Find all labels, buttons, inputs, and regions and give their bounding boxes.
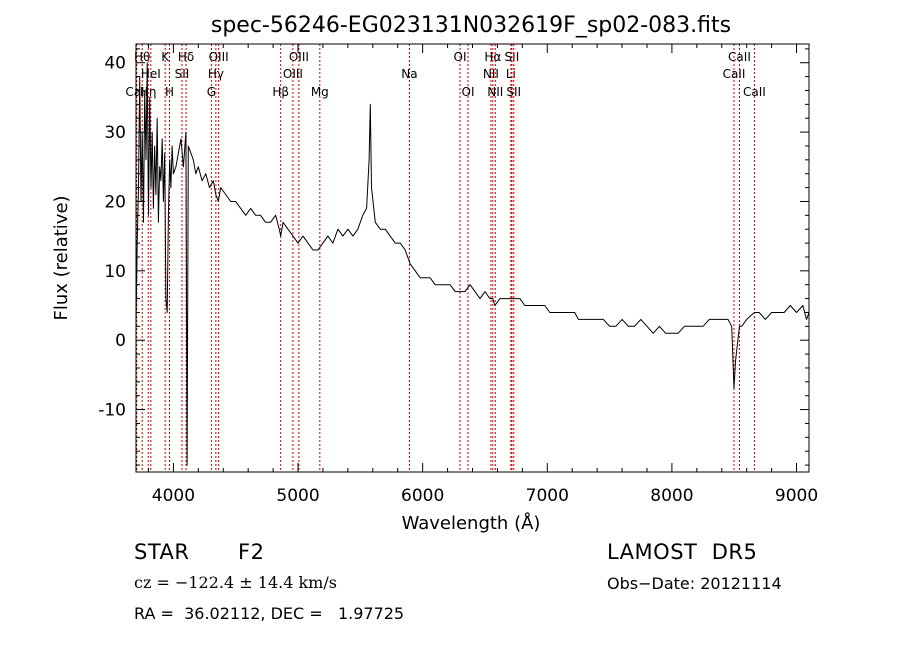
line-marker-label: Li — [506, 67, 516, 81]
x-tick-label: 5000 — [276, 486, 319, 506]
line-marker-label: CaII — [728, 50, 751, 64]
line-marker-label: Mg — [311, 85, 329, 99]
line-marker-label: OI — [462, 85, 475, 99]
object-subclass: F2 — [238, 540, 265, 564]
line-marker-label: Hβ — [272, 85, 289, 99]
axes-layer: 4000 5000 6000 7000 8000 9000 -10 0 10 20 30 40 — [98, 44, 818, 506]
x-tick-label: 6000 — [401, 486, 444, 506]
chart-title: spec-56246-EG023131N032619F_sp02-083.fit… — [211, 13, 731, 38]
line-marker-label: NII — [483, 67, 499, 81]
line-marker-label: HeI — [141, 67, 161, 81]
x-tick-label: 7000 — [526, 486, 569, 506]
y-tick-label: 10 — [104, 262, 126, 282]
line-marker-label: OIII — [209, 50, 229, 64]
x-tick-label: 4000 — [152, 486, 195, 506]
line-marker-label: Hη — [140, 85, 157, 99]
x-tick-label: 8000 — [650, 486, 693, 506]
line-marker-label: OIII — [283, 67, 303, 81]
line-marker-label: SII — [175, 67, 190, 81]
x-tick-label: 9000 — [775, 486, 818, 506]
y-tick-label: 40 — [104, 54, 126, 74]
plot-frame — [135, 43, 810, 473]
line-marker-label: Hθ — [134, 50, 150, 64]
y-tick-label: 20 — [104, 192, 126, 212]
line-marker-label: SII — [506, 85, 521, 99]
spectrum-line-0 — [135, 62, 810, 466]
line-markers-layer: CaIIHθHηHeIKHSIIHδGHγOIIIHβOIIIOIIIMgNaO… — [125, 44, 766, 472]
survey-name: LAMOST DR5 — [607, 540, 758, 564]
y-axis-label: Flux (relative) — [51, 195, 72, 320]
line-marker-label: CaII — [743, 85, 766, 99]
line-marker-label: NII — [487, 85, 503, 99]
line-marker-label: H — [165, 85, 174, 99]
line-marker-label: OI — [454, 50, 467, 64]
redshift-velocity: cz = −122.4 ± 14.4 km/s — [134, 573, 337, 592]
line-marker-label: Na — [401, 67, 417, 81]
line-marker-label: Hγ — [208, 67, 224, 81]
object-class: STAR — [134, 540, 190, 564]
line-marker-label: OIII — [289, 50, 309, 64]
observation-date: Obs−Date: 20121114 — [607, 574, 782, 593]
line-marker-label: SII — [505, 50, 520, 64]
y-tick-label: 0 — [115, 331, 126, 351]
x-axis-label: Wavelength (Å) — [402, 512, 541, 534]
y-tick-label: 30 — [104, 123, 126, 143]
line-marker-label: G — [207, 85, 216, 99]
line-marker-label: Hα — [484, 50, 501, 64]
line-marker-label: Hδ — [178, 50, 194, 64]
y-tick-label: -10 — [98, 401, 126, 421]
line-marker-label: CaII — [723, 67, 746, 81]
spectrum-layer — [135, 62, 810, 466]
sky-coordinates: RA = 36.02112, DEC = 1.97725 — [134, 604, 405, 623]
line-marker-label: K — [161, 50, 170, 64]
